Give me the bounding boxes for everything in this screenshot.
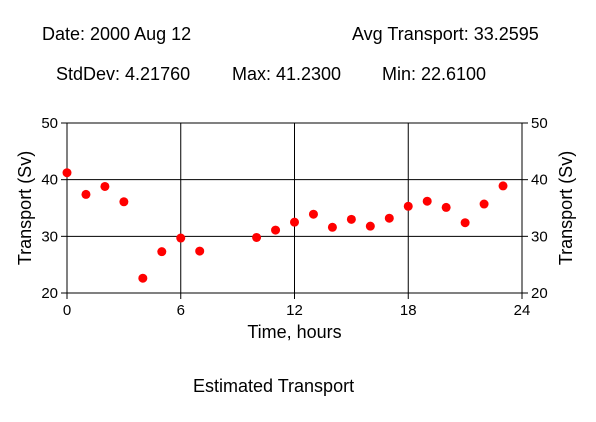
data-point bbox=[479, 199, 489, 209]
data-point bbox=[403, 201, 413, 211]
y-tick-label-left: 40 bbox=[41, 172, 58, 189]
y-axis-label-left: Transport (Sv) bbox=[15, 151, 35, 265]
data-point bbox=[422, 196, 432, 206]
data-point bbox=[327, 222, 337, 232]
data-point bbox=[81, 189, 91, 199]
y-tick-label-right: 30 bbox=[531, 228, 548, 245]
y-tick-label-left: 50 bbox=[41, 115, 58, 132]
data-point bbox=[252, 232, 262, 242]
x-tick-label: 12 bbox=[286, 302, 303, 319]
data-point bbox=[271, 225, 281, 235]
data-point bbox=[195, 246, 205, 256]
chart-caption: Estimated Transport bbox=[193, 376, 355, 396]
data-point bbox=[119, 197, 129, 207]
y-tick-label-left: 20 bbox=[41, 285, 58, 302]
x-tick-label: 24 bbox=[514, 302, 531, 319]
data-point bbox=[384, 213, 394, 223]
avg-transport-label: Avg Transport: 33.2595 bbox=[352, 24, 539, 44]
y-tick-label-right: 40 bbox=[531, 172, 548, 189]
max-label: Max: 41.2300 bbox=[232, 64, 342, 84]
data-point bbox=[62, 168, 72, 178]
data-point bbox=[460, 218, 470, 228]
data-point bbox=[157, 247, 167, 257]
stddev-label: StdDev: 4.21760 bbox=[56, 64, 191, 84]
data-point bbox=[441, 202, 451, 212]
x-axis-label: Time, hours bbox=[247, 322, 341, 342]
data-point bbox=[100, 181, 110, 191]
date-label: Date: 2000 Aug 12 bbox=[42, 24, 192, 44]
y-axis-label-right: Transport (Sv) bbox=[556, 151, 576, 265]
data-point bbox=[498, 181, 508, 191]
min-label: Min: 22.6100 bbox=[382, 64, 487, 84]
data-point bbox=[346, 214, 356, 224]
y-tick-label-left: 30 bbox=[41, 228, 58, 245]
x-tick-label: 6 bbox=[177, 302, 185, 319]
data-point bbox=[290, 217, 299, 227]
x-tick-label: 18 bbox=[400, 302, 417, 319]
data-point bbox=[365, 221, 375, 231]
x-tick-label: 0 bbox=[63, 302, 71, 319]
y-tick-label-right: 50 bbox=[531, 115, 548, 132]
y-tick-label-right: 20 bbox=[531, 285, 548, 302]
data-point bbox=[308, 209, 318, 219]
data-point bbox=[176, 233, 186, 243]
data-point bbox=[138, 273, 148, 283]
